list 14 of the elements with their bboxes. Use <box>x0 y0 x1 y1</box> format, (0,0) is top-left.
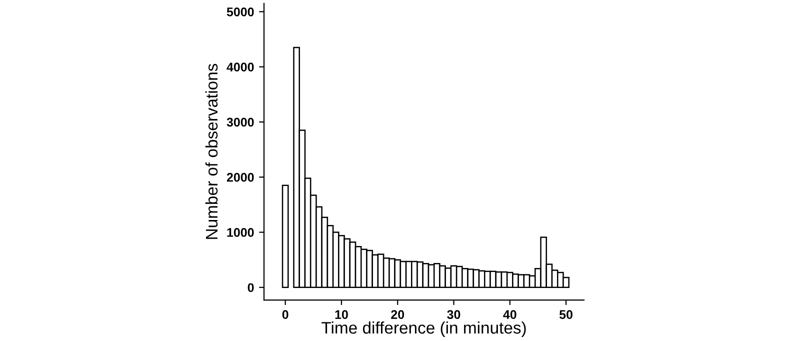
y-tick-label: 4000 <box>226 62 254 72</box>
x-tick-label: 10 <box>335 310 348 319</box>
y-tick-label: 1000 <box>227 228 254 237</box>
y-tick-label: 3000 <box>226 118 254 127</box>
y-tick-label: 0 <box>248 283 254 292</box>
x-tick-label: 0 <box>282 310 288 319</box>
x-axis-title: Time difference (in minutes) <box>322 321 526 337</box>
y-tick-label: 5000 <box>226 7 254 16</box>
y-axis-title: Number of observations <box>205 64 218 239</box>
x-tick-label: 30 <box>447 310 460 319</box>
x-tick-label: 40 <box>503 310 516 319</box>
x-tick-label: 50 <box>559 310 572 319</box>
y-tick-label: 2000 <box>226 172 254 182</box>
x-tick-label: 20 <box>391 310 404 319</box>
